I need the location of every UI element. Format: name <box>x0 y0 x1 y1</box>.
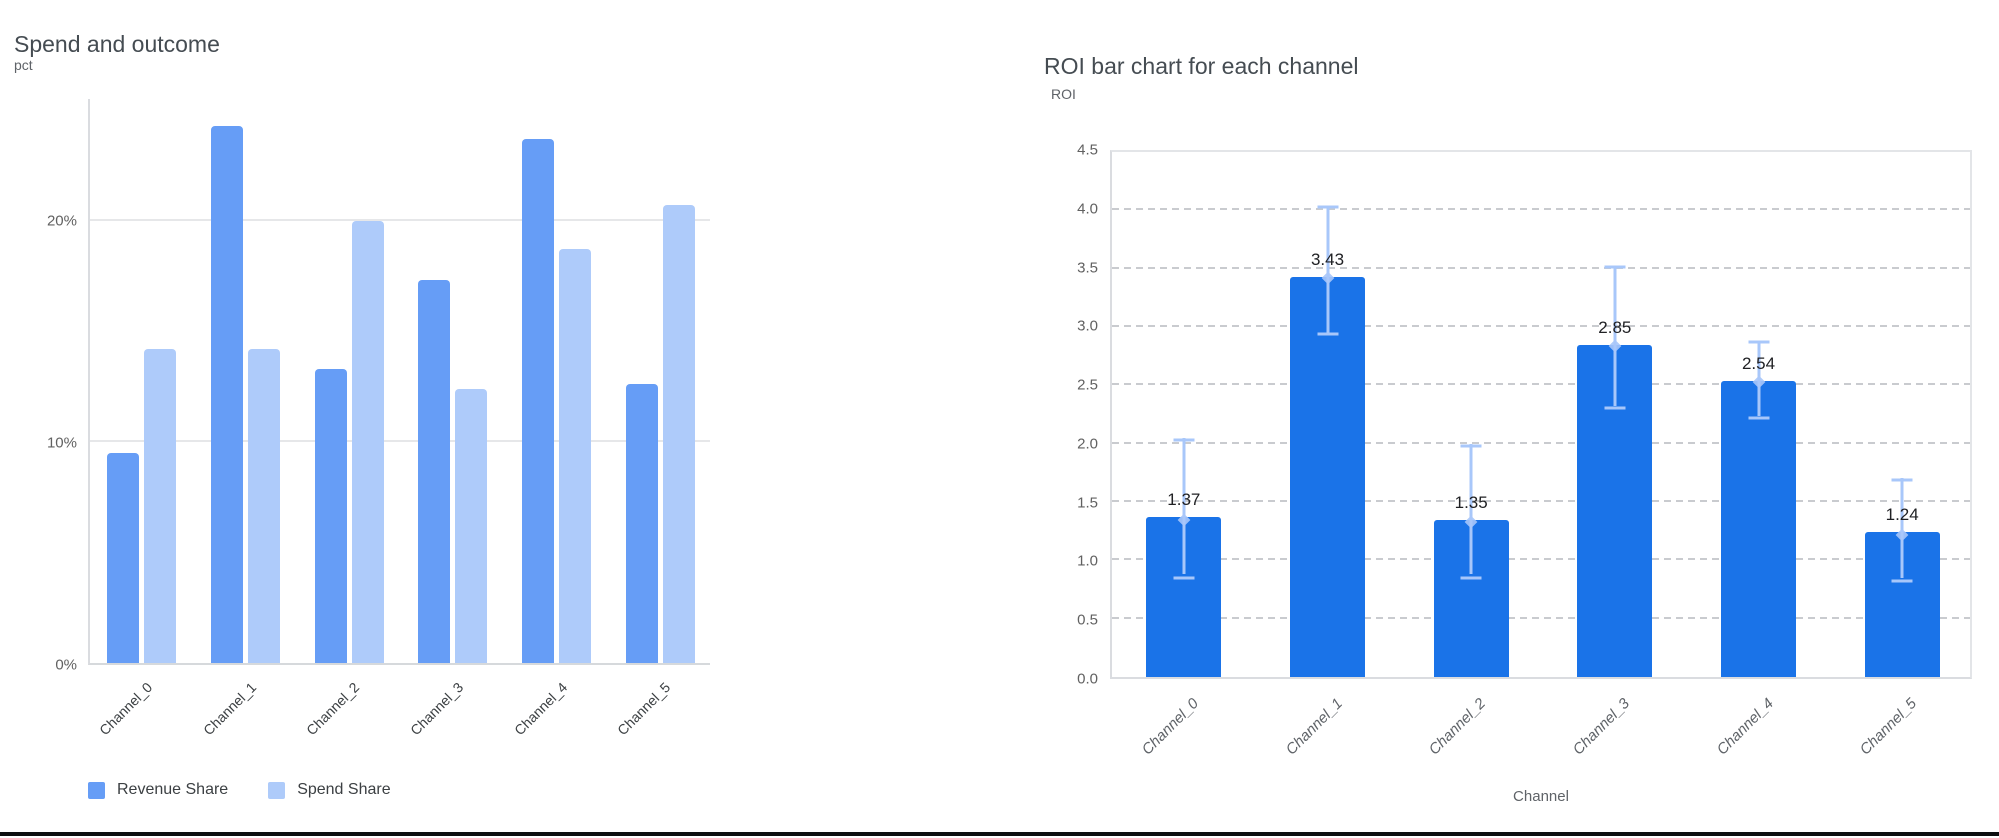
x-tick-label-channel-3: Channel_3 <box>1569 695 1633 759</box>
x-tick-label-channel-2: Channel_2 <box>1425 695 1490 759</box>
gridline <box>1112 441 1970 444</box>
y-tick-label: 0.0 <box>1077 670 1098 688</box>
revenue-share-bar-channel-1[interactable] <box>211 125 243 663</box>
error-cap-bottom <box>1604 406 1626 410</box>
y-tick-label: 20% <box>46 212 77 230</box>
spend-share-bar-channel-4[interactable] <box>559 249 591 663</box>
x-tick-label-channel-1: Channel_1 <box>1282 695 1346 759</box>
chart-legend: Revenue Share Spend Share <box>88 781 391 799</box>
x-tick-label-channel-1: Channel_1 <box>199 679 259 739</box>
gridline <box>1112 383 1970 386</box>
y-tick-label: 0.5 <box>1077 611 1098 629</box>
spend-share-bar-channel-5[interactable] <box>662 205 695 663</box>
x-tick-label-channel-4: Channel_4 <box>510 679 570 739</box>
gridline <box>1112 266 1970 269</box>
error-cap-top <box>1891 478 1913 482</box>
x-tick-label-channel-5: Channel_5 <box>1856 695 1921 759</box>
roi-bar-channel-4[interactable] <box>1721 380 1796 677</box>
bar-value-label-channel-2: 1.35 <box>1454 492 1488 512</box>
revenue-share-bar-channel-2[interactable] <box>314 368 347 663</box>
right-plot-area: 1.37 3.43 1.35 2.85 2.54 1.24 <box>1110 150 1972 679</box>
right-chart-unit-label: ROI <box>1051 86 1076 102</box>
legend-label: Revenue Share <box>117 781 229 798</box>
spend-share-bar-channel-1[interactable] <box>248 348 280 663</box>
revenue-share-bar-channel-5[interactable] <box>625 384 658 663</box>
y-tick-label: 1.5 <box>1077 494 1098 512</box>
y-tick-label: 10% <box>46 434 77 452</box>
left-plot-area <box>88 99 710 665</box>
gridline <box>90 439 710 442</box>
window-bottom-border <box>0 832 1999 836</box>
gridline <box>1112 500 1970 502</box>
error-bar-channel-5 <box>1900 477 1904 578</box>
spend-share-bar-channel-2[interactable] <box>351 220 384 663</box>
x-axis-title: Channel <box>1513 788 1569 805</box>
y-tick-label: 2.5 <box>1077 376 1098 394</box>
revenue-share-bar-channel-0[interactable] <box>107 452 140 663</box>
legend-label: Spend Share <box>297 781 391 798</box>
error-bar-channel-3 <box>1613 266 1617 407</box>
error-cap-top <box>1317 205 1338 209</box>
y-tick-label: 3.0 <box>1077 317 1098 335</box>
y-tick-label: 1.0 <box>1077 552 1098 570</box>
error-cap-top <box>1460 444 1482 448</box>
error-bar-channel-0 <box>1182 437 1186 575</box>
spend-share-bar-channel-3[interactable] <box>455 388 488 663</box>
x-tick-label-channel-4: Channel_4 <box>1713 695 1777 759</box>
error-bar-channel-1 <box>1326 206 1329 333</box>
spend-share-bar-channel-0[interactable] <box>144 348 177 663</box>
error-cap-top <box>1748 340 1769 344</box>
error-cap-bottom <box>1460 576 1482 580</box>
gridline <box>1112 616 1970 619</box>
y-tick-label: 3.5 <box>1077 259 1098 277</box>
error-cap-bottom <box>1891 579 1913 583</box>
y-tick-label: 4.0 <box>1077 200 1098 218</box>
left-chart-unit-label: pct <box>14 57 33 73</box>
bar-value-label-channel-1: 3.43 <box>1310 249 1345 269</box>
error-cap-bottom <box>1317 332 1338 336</box>
bar-value-label-channel-3: 2.85 <box>1598 317 1632 337</box>
left-chart-title: Spend and outcome <box>14 31 220 58</box>
y-tick-label: 2.0 <box>1077 435 1098 453</box>
legend-swatch <box>268 781 286 799</box>
x-tick-label-channel-0: Channel_0 <box>95 679 156 739</box>
gridline <box>1112 325 1970 327</box>
bar-value-label-channel-0: 1.37 <box>1167 490 1201 510</box>
legend-swatch <box>88 781 105 799</box>
roi-bar-channel-1[interactable] <box>1290 276 1365 677</box>
error-cap-top <box>1604 265 1626 269</box>
x-tick-label-channel-5: Channel_5 <box>614 679 674 739</box>
y-tick-label: 4.5 <box>1077 141 1098 159</box>
error-bar-channel-2 <box>1469 443 1473 575</box>
right-chart-title: ROI bar chart for each channel <box>1044 53 1359 80</box>
gridline <box>1112 208 1970 211</box>
legend-item-revenue-share[interactable]: Revenue Share <box>88 781 228 799</box>
bar-value-label-channel-5: 1.24 <box>1885 505 1919 525</box>
revenue-share-bar-channel-4[interactable] <box>522 138 554 663</box>
x-tick-label-channel-3: Channel_3 <box>406 679 467 739</box>
x-tick-label-channel-2: Channel_2 <box>303 679 363 739</box>
error-cap-bottom <box>1173 576 1195 580</box>
x-tick-label-channel-0: Channel_0 <box>1138 695 1202 759</box>
legend-item-spend-share[interactable]: Spend Share <box>268 781 391 799</box>
gridline <box>90 218 710 221</box>
error-cap-bottom <box>1748 416 1769 420</box>
bar-value-label-channel-4: 2.54 <box>1741 353 1776 373</box>
y-tick-label: 0% <box>55 656 77 674</box>
revenue-share-bar-channel-3[interactable] <box>418 280 451 663</box>
error-cap-top <box>1173 438 1195 442</box>
gridline <box>1112 558 1970 561</box>
